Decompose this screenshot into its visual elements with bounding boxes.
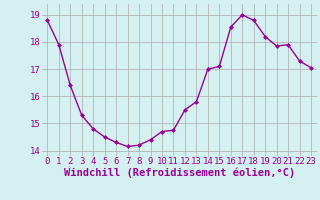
X-axis label: Windchill (Refroidissement éolien,°C): Windchill (Refroidissement éolien,°C) [64, 168, 295, 178]
